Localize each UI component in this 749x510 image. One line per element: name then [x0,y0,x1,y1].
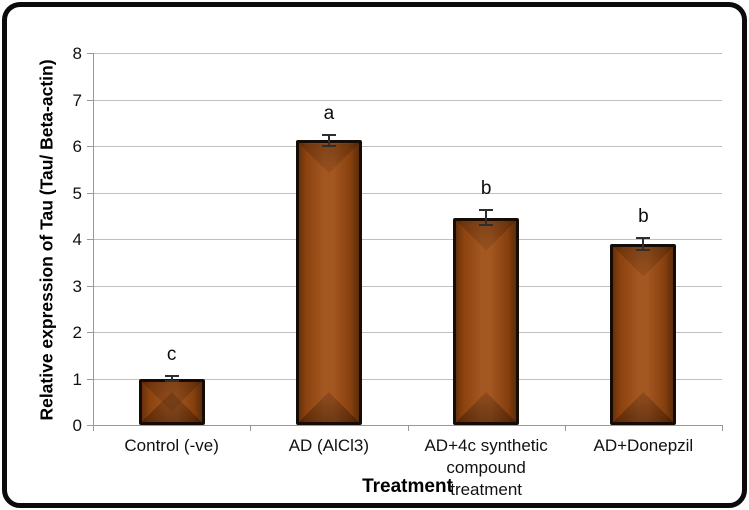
x-axis-title: Treatment [362,476,453,497]
x-tick-label: AD+Donepzil [593,436,694,455]
error-bar [164,374,179,383]
significance-letter: b [480,178,492,200]
y-axis-tick [87,192,93,194]
error-bar-cap-bottom [164,380,179,383]
y-tick-label: 7 [72,90,82,110]
y-tick-label: 3 [72,276,82,296]
y-tick-label: 5 [72,183,82,203]
x-tick-label: AD+4c synthetic compound treatment [424,436,548,499]
error-bar-cap-top [164,374,179,377]
gridline [93,239,722,240]
bar-bottom-bevel [613,391,674,422]
x-tick-label: AD (AlCl3) [288,436,370,455]
y-tick-label: 2 [72,323,82,342]
error-bar-stem [327,133,330,147]
error-bar-cap-top [479,209,494,212]
y-axis-line [93,53,94,425]
gridline [93,192,722,194]
bar [453,217,520,425]
bar-top-bevel [613,246,674,277]
significance-letter: c [166,343,177,365]
error-bar-stem [170,374,173,383]
y-tick-label: 8 [72,44,82,63]
gridline [93,285,722,287]
x-axis-tick [722,425,723,431]
bar [138,378,205,425]
error-bar-cap-bottom [321,144,336,147]
y-axis-tick [87,378,93,380]
gridline [93,146,722,147]
error-bar-cap-top [321,133,336,136]
y-axis-tick [87,53,93,54]
error-bar-stem [642,236,645,251]
x-axis-tick [564,425,566,431]
y-axis-tick [87,239,93,240]
x-axis-tick [93,425,94,431]
x-axis-tick [407,425,409,431]
error-bar-cap-bottom [636,248,651,251]
y-tick-label: 1 [72,369,82,389]
error-bar [321,133,336,147]
y-axis-tick [87,146,93,147]
x-axis-tick [250,425,252,431]
y-tick-label: 0 [72,416,82,435]
bar-bottom-bevel [141,392,202,422]
bar-top-bevel [298,143,359,174]
y-tick-label: 6 [72,137,82,156]
significance-letter: b [638,205,649,227]
significance-letter: a [323,102,335,124]
y-tick-label: 4 [72,230,82,249]
gridline [93,53,722,54]
bar-bottom-bevel [298,391,359,422]
gridline [93,378,722,380]
bar-bottom-bevel [456,391,517,422]
error-bar [479,209,494,226]
error-bar-cap-top [636,236,651,239]
error-bar-cap-bottom [479,223,494,226]
y-axis-tick [87,285,93,287]
x-tick-label: Control (-ve) [124,436,219,455]
gridline [93,332,722,333]
error-bar [636,236,651,251]
bar [295,140,362,425]
error-bar-stem [485,209,488,226]
bar [610,243,677,425]
y-axis-tick [87,99,93,101]
gridline [93,99,722,101]
y-axis-tick [87,425,93,426]
y-axis-tick [87,332,93,333]
